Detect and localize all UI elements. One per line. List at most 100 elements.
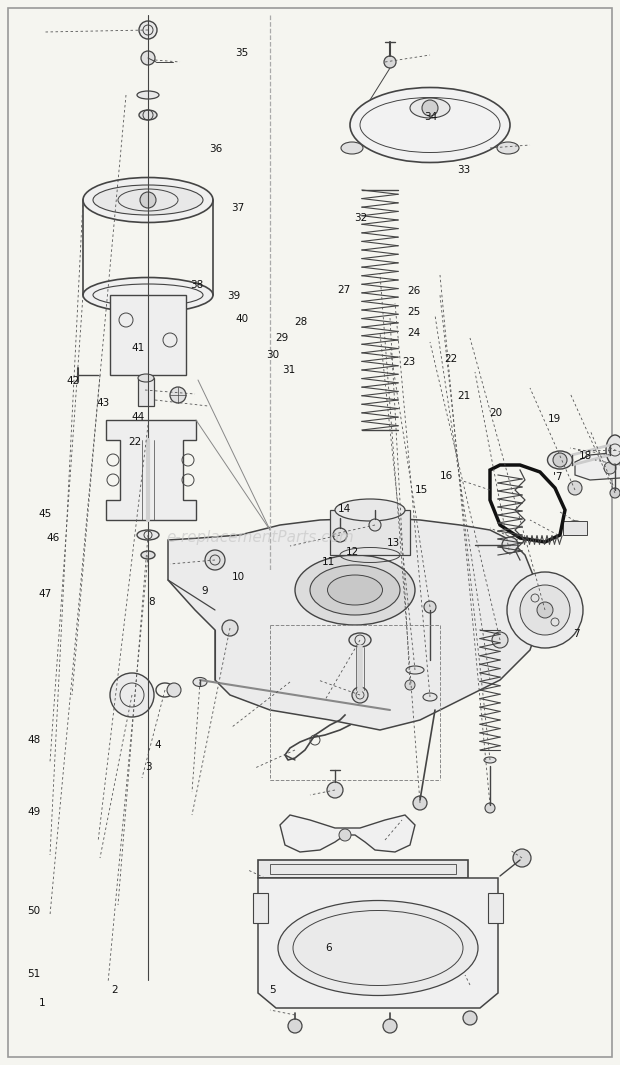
Circle shape: [405, 679, 415, 690]
Ellipse shape: [83, 178, 213, 223]
Circle shape: [140, 192, 156, 208]
Text: 23: 23: [402, 357, 416, 367]
Text: 34: 34: [424, 112, 438, 122]
Text: 16: 16: [440, 471, 453, 481]
Text: 49: 49: [27, 806, 41, 817]
Ellipse shape: [139, 110, 157, 120]
Text: 46: 46: [46, 532, 60, 543]
Text: 28: 28: [294, 316, 308, 327]
Circle shape: [333, 528, 347, 542]
Text: 15: 15: [415, 485, 428, 495]
Ellipse shape: [410, 98, 450, 118]
Ellipse shape: [497, 142, 519, 154]
Text: '7: '7: [553, 472, 563, 482]
Text: 39: 39: [227, 291, 241, 301]
Circle shape: [339, 829, 351, 841]
Bar: [110, 295, 186, 375]
Circle shape: [369, 519, 381, 531]
Text: 41: 41: [131, 343, 144, 354]
Ellipse shape: [278, 901, 478, 996]
Text: 8: 8: [149, 596, 155, 607]
Circle shape: [170, 387, 186, 403]
Circle shape: [604, 462, 616, 474]
Circle shape: [110, 673, 154, 717]
Polygon shape: [575, 453, 620, 480]
Ellipse shape: [423, 693, 437, 701]
Circle shape: [288, 1019, 302, 1033]
Text: 36: 36: [209, 144, 223, 154]
Circle shape: [222, 620, 238, 636]
Bar: [563, 521, 587, 535]
Text: 2: 2: [112, 985, 118, 996]
Text: 9: 9: [202, 586, 208, 596]
Circle shape: [553, 453, 567, 466]
Text: 22: 22: [445, 354, 458, 364]
Text: e-replacementParts.com: e-replacementParts.com: [167, 530, 354, 545]
Text: 4: 4: [155, 740, 161, 751]
Text: 44: 44: [131, 412, 144, 423]
Text: 30: 30: [266, 349, 280, 360]
Text: 32: 32: [354, 213, 368, 224]
Text: 22: 22: [128, 437, 142, 447]
Circle shape: [463, 1011, 477, 1025]
Bar: [253, 892, 268, 923]
Circle shape: [422, 100, 438, 116]
Ellipse shape: [335, 499, 405, 521]
Ellipse shape: [137, 530, 159, 540]
Ellipse shape: [138, 374, 154, 382]
Circle shape: [383, 1019, 397, 1033]
Text: 18: 18: [578, 450, 592, 461]
Text: 47: 47: [38, 589, 52, 600]
Text: 10: 10: [232, 572, 246, 583]
Text: 35: 35: [235, 48, 249, 59]
Circle shape: [384, 56, 396, 68]
Text: 14: 14: [337, 504, 351, 514]
Ellipse shape: [564, 521, 586, 535]
Circle shape: [141, 51, 155, 65]
Text: 19: 19: [548, 413, 562, 424]
Text: 3: 3: [146, 761, 152, 772]
Text: 38: 38: [190, 280, 203, 291]
Ellipse shape: [484, 757, 496, 763]
Bar: [138, 378, 154, 406]
Ellipse shape: [327, 575, 383, 605]
Ellipse shape: [137, 91, 159, 99]
Circle shape: [413, 796, 427, 810]
Circle shape: [507, 572, 583, 648]
Polygon shape: [106, 420, 196, 520]
Circle shape: [139, 21, 157, 39]
Bar: [330, 510, 410, 555]
Ellipse shape: [193, 677, 207, 687]
Circle shape: [537, 602, 553, 618]
Text: 1: 1: [39, 998, 45, 1009]
Circle shape: [205, 550, 225, 570]
Ellipse shape: [341, 142, 363, 154]
Text: 50: 50: [27, 905, 41, 916]
Circle shape: [352, 687, 368, 703]
Text: 26: 26: [407, 285, 421, 296]
Ellipse shape: [83, 278, 213, 312]
Text: 42: 42: [66, 376, 80, 387]
Text: 27: 27: [337, 284, 351, 295]
Ellipse shape: [547, 450, 572, 469]
Ellipse shape: [310, 566, 400, 615]
Text: 51: 51: [27, 969, 41, 980]
Bar: [258, 861, 468, 878]
Ellipse shape: [406, 666, 424, 674]
Text: 6: 6: [326, 943, 332, 953]
Polygon shape: [258, 878, 498, 1007]
Text: 20: 20: [489, 408, 503, 419]
Circle shape: [485, 803, 495, 813]
Text: 48: 48: [27, 735, 41, 745]
Text: 37: 37: [231, 202, 244, 213]
Circle shape: [520, 585, 570, 635]
Polygon shape: [280, 815, 415, 852]
Text: 33: 33: [457, 165, 471, 176]
Circle shape: [167, 683, 181, 697]
Text: 43: 43: [97, 397, 110, 408]
Ellipse shape: [141, 551, 155, 559]
Circle shape: [513, 849, 531, 867]
Circle shape: [610, 488, 620, 498]
Circle shape: [568, 481, 582, 495]
Text: 29: 29: [275, 332, 289, 343]
